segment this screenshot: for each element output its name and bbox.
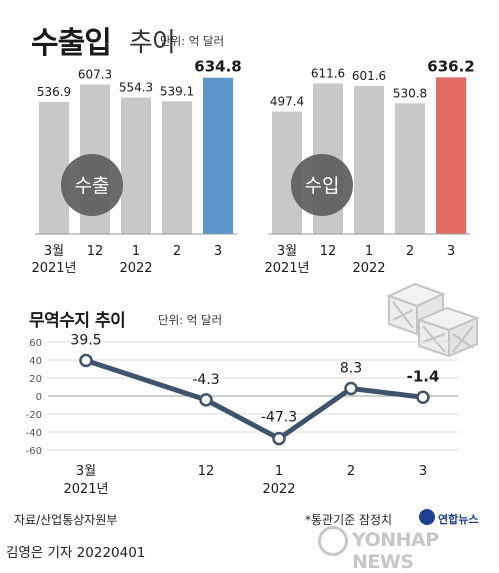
import-tick-label-4-0: 3 — [447, 244, 455, 259]
line-value-label-2: -47.3 — [261, 410, 297, 426]
import-tick-label-1-0: 12 — [320, 244, 337, 259]
export-badge-label: 수출 — [75, 175, 110, 197]
line-point-1 — [199, 393, 213, 407]
import-tick-label-0-0: 3월 — [277, 244, 297, 259]
chart-title-suffix: 추이 — [129, 28, 176, 58]
logo-text: 연합뉴스 — [438, 513, 479, 526]
line-tick-label-4-0: 3 — [419, 464, 427, 479]
import-value-label-2: 601.6 — [352, 69, 386, 83]
line-value-label-3: 8.3 — [340, 361, 362, 377]
line-chart-title: 무역수지 추이 — [29, 311, 126, 331]
bar-charts: 536.93월2021년607.312554.312022539.12634.8… — [31, 57, 474, 276]
source-label: 자료/산업통상자원부 — [14, 513, 118, 527]
line-tick-label-0-0: 3월 — [76, 464, 96, 479]
watermark-text: YONHAP NEWS — [352, 529, 439, 573]
export-badge — [61, 154, 123, 216]
line-ytick-label-3: 0 — [36, 392, 42, 403]
line-ytick-label-0: 60 — [29, 338, 42, 349]
import-bar-3 — [395, 103, 425, 234]
import-value-label-3: 530.8 — [393, 86, 427, 100]
import-bar-4 — [436, 77, 466, 235]
export-bar-3 — [162, 101, 192, 234]
export-bar-4 — [203, 77, 233, 234]
line-tick-label-2-0: 1 — [275, 464, 283, 479]
line-value-label-0: 39.5 — [70, 332, 101, 348]
line-point-3 — [344, 381, 358, 396]
line-unit-label: 단위: 억 달러 — [158, 313, 223, 327]
export-value-label-4: 634.8 — [194, 58, 241, 76]
trade-balance-line-chart: 60 40 20 0 -20 -40 -60 39.5 -4.3 -47.3 8.3 -1.4 3월… — [26, 332, 458, 497]
import-badge-label: 수입 — [305, 175, 340, 197]
line-ytick-label-2: 20 — [29, 374, 42, 385]
line-ytick-label-1: 40 — [29, 356, 42, 367]
import-value-label-0: 497.4 — [270, 95, 304, 109]
export-value-label-1: 607.3 — [78, 68, 112, 82]
import-tick-label-2-1: 2022 — [352, 261, 385, 276]
chart-title: 수출입 — [31, 26, 112, 61]
line-tick-label-2-1: 2022 — [262, 482, 295, 497]
line-ytick-label-4: -20 — [26, 410, 42, 421]
yonhap-logo-icon — [419, 509, 435, 525]
bar-unit-label: 단위: 억 달러 — [160, 34, 225, 48]
import-bar-2 — [354, 85, 384, 234]
export-bar-0 — [39, 101, 69, 234]
export-tick-label-1-0: 12 — [87, 244, 104, 259]
line-ytick-label-5: -40 — [26, 428, 42, 439]
import-tick-label-2-0: 1 — [365, 244, 373, 259]
import-value-label-1: 611.6 — [311, 66, 345, 80]
export-tick-label-2-1: 2022 — [119, 261, 152, 276]
import-tick-label-3-0: 2 — [406, 244, 414, 259]
line-point-0 — [79, 353, 93, 368]
import-value-label-4: 636.2 — [427, 57, 474, 75]
note-label: *통관기준 잠정치 — [305, 513, 393, 527]
line-value-label-1: -4.3 — [192, 372, 219, 388]
line-tick-label-1-0: 12 — [198, 464, 215, 479]
export-value-label-0: 536.9 — [37, 85, 71, 99]
export-tick-label-3-0: 2 — [173, 244, 181, 259]
export-tick-label-0-1: 2021년 — [31, 261, 76, 276]
import-badge — [291, 154, 353, 216]
cargo-boxes-icon — [386, 282, 480, 357]
export-tick-label-0-0: 3월 — [44, 244, 64, 259]
byline: 김영은 기자 20220401 — [6, 545, 146, 561]
import-bar-chart: 497.4 3월 2021년 611.6 12 601.6 1 2022 530.8 2 636.2… — [264, 57, 474, 276]
export-bar-chart: 536.9 3월 2021년 607.3 12 554.3 1 2022 539.1 2 634.8… — [31, 58, 241, 276]
export-bar-2 — [121, 97, 151, 235]
line-tick-label-3-0: 2 — [347, 464, 355, 479]
trade-balance-line — [85, 358, 424, 442]
export-value-label-2: 554.3 — [119, 81, 153, 95]
line-tick-label-0-1: 2021년 — [63, 482, 108, 497]
import-tick-label-0-1: 2021년 — [264, 261, 309, 276]
line-ytick-label-6: -60 — [26, 446, 42, 457]
line-point-4 — [416, 390, 430, 405]
export-value-label-3: 539.1 — [160, 84, 194, 98]
watermark-logo-icon — [318, 526, 348, 556]
line-point-2 — [272, 431, 286, 446]
export-tick-label-4-0: 3 — [214, 244, 222, 259]
export-tick-label-2-0: 1 — [132, 244, 140, 259]
line-value-label-4: -1.4 — [407, 367, 440, 385]
